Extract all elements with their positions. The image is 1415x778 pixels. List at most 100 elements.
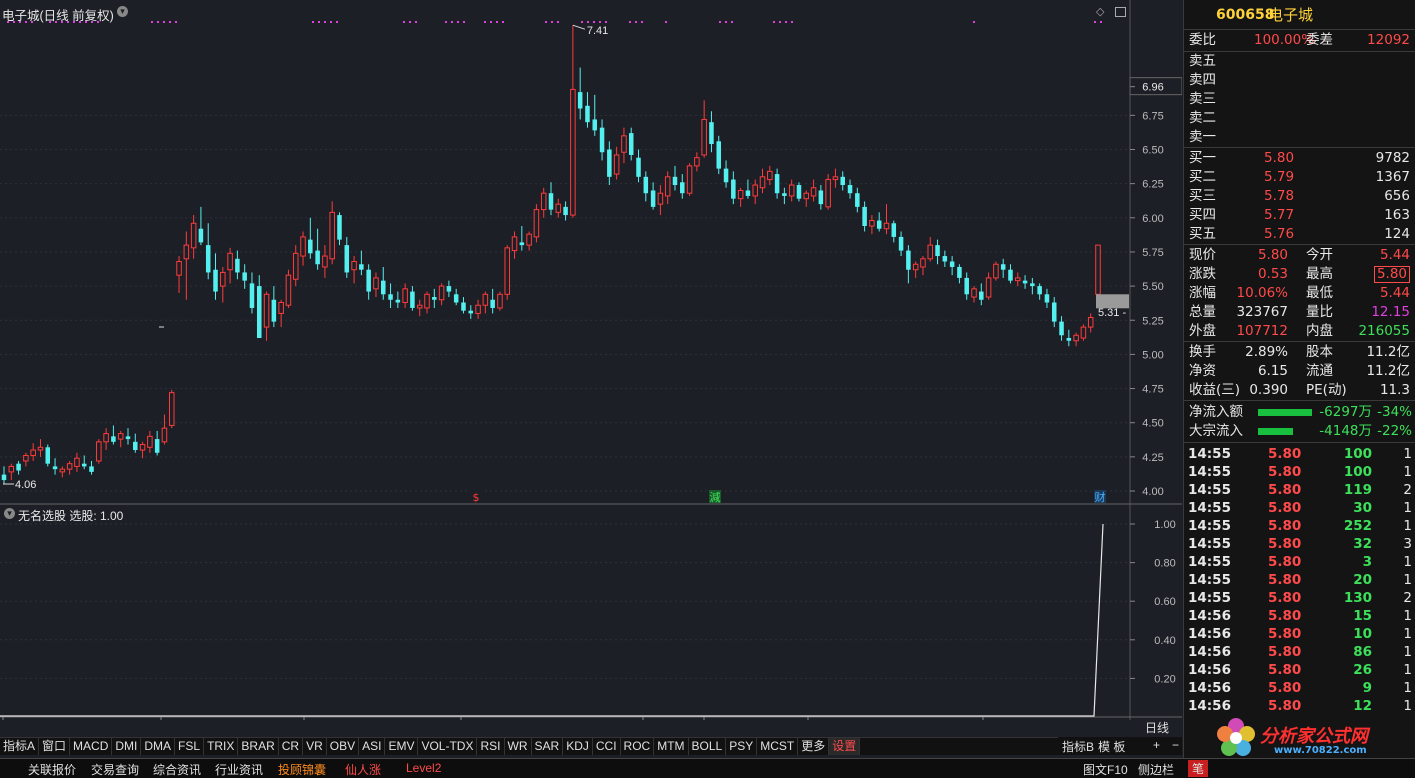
tab-vr[interactable]: VR [303,738,327,755]
tab-asi[interactable]: ASI [359,738,386,755]
tab-窗口[interactable]: 窗口 [39,738,71,755]
tick-count: 1 [1403,698,1412,714]
bottom-item-1[interactable]: 交易查询 [91,763,140,777]
weibi-value: 100.00% [1254,32,1315,48]
tab-right-1[interactable]: 模 板 [1098,740,1126,754]
candle [855,187,860,213]
signal-dot [91,21,93,23]
tab-macd[interactable]: MACD [70,738,113,755]
bottom-item-6[interactable]: Level2 [406,761,442,775]
candle [263,291,270,341]
weicha-value: 12092 [1367,32,1410,48]
tab-cr[interactable]: CR [279,738,304,755]
ind-y-tick-label: 0.20 [1154,673,1175,685]
bottom-item-4[interactable]: 投顾锦囊 [278,763,327,777]
signal-dot [19,21,21,23]
tab-right-3[interactable]: − [1172,738,1180,752]
bottom-right-2[interactable]: 笔 [1188,760,1209,777]
y-tick-label: 5.75 [1142,247,1163,259]
tab-wr[interactable]: WR [505,738,532,755]
tab-指标a[interactable]: 指标A [0,738,40,755]
signal-dot [67,21,69,23]
tab-mtm[interactable]: MTM [654,738,689,755]
fund-value: 0.390 [1249,382,1288,398]
stat-label: 总量 [1189,304,1216,320]
stat-value: 216055 [1358,323,1410,339]
candle [103,428,109,451]
bottom-item-0[interactable]: 关联报价 [28,763,77,777]
candle-body [855,193,860,207]
candle-body [475,304,481,314]
candle [504,245,511,300]
tab-trix[interactable]: TRIX [204,738,239,755]
candle-body [322,255,328,268]
candle [461,297,466,314]
tab-emv[interactable]: EMV [385,738,419,755]
y-tick-label: 6.25 [1142,179,1163,191]
candle-body [1059,321,1064,336]
candle [912,261,919,278]
candle [577,67,583,120]
bottom-item-2[interactable]: 综合资讯 [153,763,202,777]
candle-body [752,184,758,197]
tick-price: 5.80 [1268,518,1302,534]
tick-vol: 252 [1343,518,1372,534]
tab-设置[interactable]: 设置 [829,738,861,755]
chart-area[interactable]: 6.96 6.75 6.50 6.25 6.00 5.75 5.50 5.25 5.00 4.75… [0,0,1182,720]
bottom-item-5[interactable]: 仙人涨 [345,763,382,777]
tab-dmi[interactable]: DMI [112,738,142,755]
diamond-icon[interactable]: ◇ [1096,6,1105,18]
kline-chart[interactable]: 6.96 6.75 6.50 6.25 6.00 5.75 5.50 5.25 5.00 4.75… [0,0,1182,720]
candle-body [1066,338,1072,341]
candle [183,231,190,300]
tab-right-0[interactable]: 指标B [1062,740,1095,754]
tab-fsl[interactable]: FSL [175,738,205,755]
stat-row: 涨跌 0.53 最高 5.80 [1184,265,1415,284]
candle-body [1037,286,1042,295]
tab-obv[interactable]: OBV [327,738,360,755]
period-label[interactable]: 日线 [1132,720,1182,737]
tab-boll[interactable]: BOLL [689,738,727,755]
ask-row: 卖三 [1184,90,1415,109]
candle [511,231,518,259]
tick-count: 3 [1403,536,1412,552]
candle-body [461,302,466,311]
signal-dot [484,21,486,23]
tab-sar[interactable]: SAR [532,738,564,755]
tab-更多[interactable]: 更多 [798,738,830,755]
tab-rsi[interactable]: RSI [477,738,505,755]
candle-body [183,244,190,260]
candle-body [818,190,824,205]
tab-vol-tdx[interactable]: VOL-TDX [418,738,478,755]
candle [475,299,481,319]
bottom-right-1[interactable]: 侧边栏 [1138,763,1175,777]
tab-brar[interactable]: BRAR [238,738,279,755]
tab-kdj[interactable]: KDJ [563,738,593,755]
watermark-logo: 分析家公式网 www.70822.com [1214,716,1414,760]
window-icon[interactable] [1115,7,1126,17]
tick-row: 14:56 5.80 10 1 [1184,625,1415,644]
tick-time: 14:56 [1188,608,1231,624]
tick-vol: 12 [1353,698,1372,714]
signal-dot [551,21,553,23]
candle [176,256,182,293]
tab-cci[interactable]: CCI [593,738,621,755]
candle-body [745,190,751,196]
tab-mcst[interactable]: MCST [757,738,799,755]
settings-icon[interactable]: ▾ [117,6,128,17]
bottom-item-3[interactable]: 行业资讯 [215,763,264,777]
candle-body [511,236,518,252]
candle-body [906,250,911,270]
candle-body [416,304,423,309]
candle-body [1073,334,1079,342]
tab-right-2[interactable]: + [1153,738,1161,752]
bottom-right-0[interactable]: 图文F10 [1083,763,1128,777]
tab-psy[interactable]: PSY [726,738,758,755]
indicator-menu-icon[interactable]: ▾ [4,508,15,519]
stat-label: 现价 [1189,247,1216,263]
candle-body [490,299,495,308]
tick-list[interactable]: 14:55 5.80 100 1 14:55 5.80 100 1 14:55 5.80 119 2 1… [1184,444,1415,738]
tab-dma[interactable]: DMA [141,738,176,755]
fund-row: 换手 2.89% 股本 11.2亿 [1184,343,1415,362]
tab-roc[interactable]: ROC [621,738,655,755]
